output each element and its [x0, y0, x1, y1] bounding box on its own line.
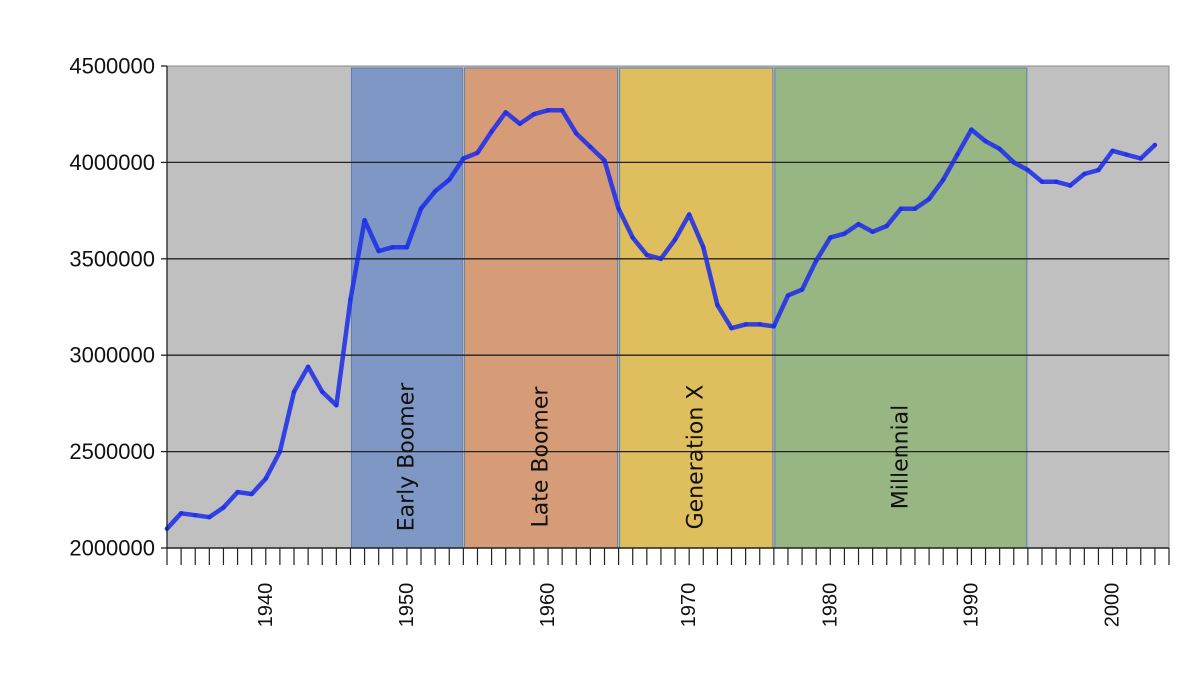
y-tick-label-2000000: 2000000	[69, 536, 155, 561]
data-point-1943	[305, 364, 311, 369]
data-point-1939	[249, 491, 254, 497]
data-point-1964	[602, 158, 607, 163]
data-point-1941	[277, 449, 283, 454]
data-point-1950	[404, 245, 410, 250]
data-point-1973	[729, 326, 734, 331]
data-point-1935	[193, 513, 198, 518]
data-point-1962	[574, 131, 579, 136]
data-point-1974	[743, 322, 748, 327]
data-point-1946	[348, 297, 353, 302]
band-generation-x	[619, 67, 774, 549]
data-point-1940	[263, 476, 268, 481]
data-point-1999	[1096, 167, 1101, 173]
data-point-1961	[559, 108, 565, 113]
band-early-boomer	[350, 67, 463, 549]
x-tick-label-1980: 1980	[819, 583, 841, 628]
data-point-1954	[461, 156, 466, 161]
data-point-1990	[969, 127, 974, 132]
x-tick-label-1940: 1940	[255, 583, 277, 628]
data-point-1970	[686, 212, 692, 217]
data-point-1967	[644, 252, 650, 258]
data-point-1994	[1025, 167, 1031, 173]
data-point-1992	[997, 146, 1002, 152]
data-point-1952	[432, 189, 438, 194]
data-point-1971	[701, 245, 706, 250]
data-point-1937	[221, 505, 226, 510]
data-point-1969	[672, 237, 678, 242]
data-point-1985	[898, 206, 904, 211]
data-point-1986	[912, 206, 918, 211]
data-point-1956	[489, 129, 494, 134]
data-point-1953	[447, 177, 452, 182]
data-point-1975	[757, 322, 762, 327]
data-point-2000	[1110, 148, 1115, 154]
x-tick-label-1970: 1970	[678, 583, 700, 628]
data-point-1951	[418, 206, 424, 211]
data-point-1965	[616, 206, 621, 211]
x-tick-label-1990: 1990	[960, 583, 982, 628]
data-point-1944	[320, 389, 325, 395]
data-point-2001	[1124, 152, 1129, 157]
x-tick-label-1960: 1960	[537, 583, 559, 628]
data-point-1957	[503, 110, 508, 115]
data-point-1987	[926, 196, 932, 202]
band-millennial	[774, 67, 1028, 549]
data-point-1989	[955, 152, 960, 157]
data-point-1948	[376, 248, 381, 254]
x-tick-label-1950: 1950	[396, 583, 418, 628]
data-point-1972	[715, 302, 720, 308]
y-axis: 4500000 4000000 3500000 3000000 2500000 20000…	[69, 54, 168, 561]
x-tick-label-2000: 2000	[1102, 583, 1124, 628]
x-axis: 1940 1950 1960 1970 1980 1990 2000	[166, 547, 1170, 628]
data-point-1958	[517, 121, 523, 127]
data-point-1947	[362, 218, 367, 223]
data-point-1982	[856, 221, 861, 227]
band-labels: Early Boomer Late Boomer Generation X Mille…	[394, 382, 913, 532]
data-point-1980	[828, 235, 833, 240]
data-point-1981	[842, 231, 847, 236]
data-point-1942	[291, 389, 297, 395]
band-label-early-boomer: Early Boomer	[394, 382, 419, 532]
data-point-1995	[1039, 179, 1045, 184]
data-point-1983	[870, 229, 875, 235]
y-tick-label-3500000: 3500000	[69, 246, 155, 271]
y-tick-label-3000000: 3000000	[69, 343, 155, 368]
data-point-1960	[545, 108, 551, 113]
data-point-1976	[771, 324, 777, 329]
data-point-1938	[235, 489, 240, 495]
birth-series	[164, 108, 1158, 531]
data-point-1936	[207, 514, 212, 520]
band-label-late-boomer: Late Boomer	[528, 386, 553, 528]
data-point-1968	[658, 256, 664, 261]
horizontal-gridlines	[167, 161, 1169, 453]
data-point-1996	[1053, 179, 1059, 184]
data-point-1991	[983, 138, 988, 144]
data-point-1949	[390, 245, 396, 250]
data-point-1984	[884, 223, 889, 229]
data-point-1977	[785, 293, 791, 298]
data-point-1978	[799, 287, 805, 292]
band-label-generation-x: Generation X	[684, 385, 709, 530]
data-point-2003	[1152, 142, 1158, 148]
y-tick-label-4500000: 4500000	[69, 54, 155, 79]
data-point-1945	[334, 403, 339, 408]
data-point-2002	[1138, 156, 1143, 161]
data-point-1979	[813, 258, 819, 263]
data-point-1966	[630, 235, 635, 240]
data-point-1993	[1011, 160, 1016, 165]
data-point-1959	[531, 112, 537, 117]
y-tick-label-2500000: 2500000	[69, 439, 155, 464]
band-label-millennial: Millennial	[888, 405, 913, 509]
data-point-1963	[588, 144, 593, 150]
generation-bands	[350, 67, 1028, 549]
data-point-1988	[940, 177, 946, 182]
data-point-1998	[1082, 171, 1087, 177]
data-point-1934	[178, 511, 184, 516]
data-point-1955	[475, 150, 480, 155]
y-tick-label-4000000: 4000000	[69, 150, 155, 175]
data-point-1997	[1068, 183, 1073, 188]
